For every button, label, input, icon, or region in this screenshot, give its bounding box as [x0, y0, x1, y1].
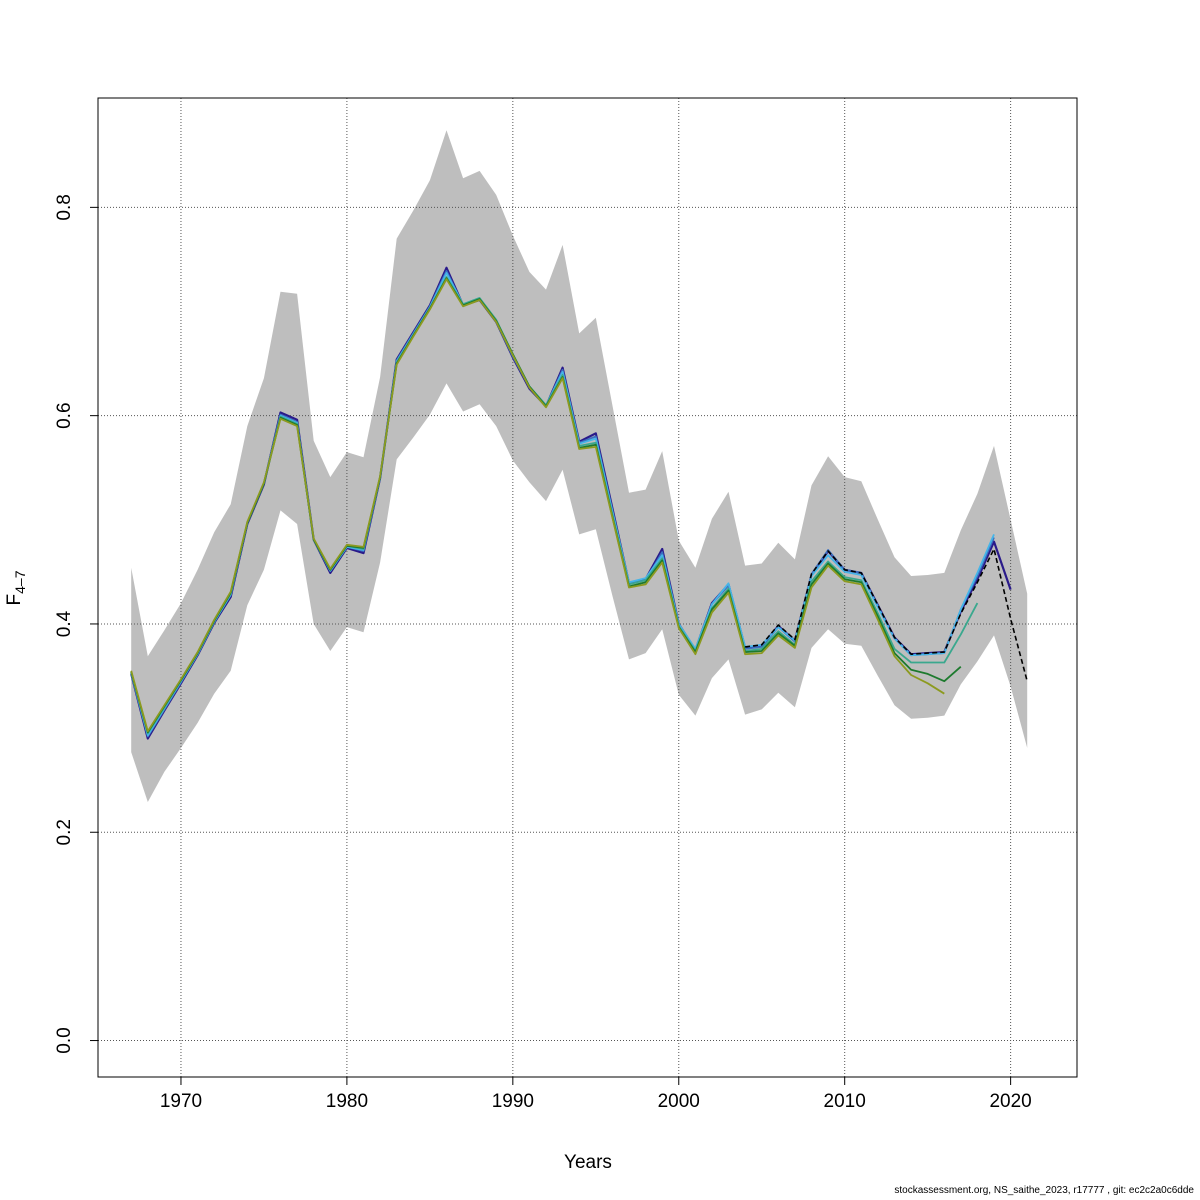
confidence-band-layer [131, 130, 1028, 803]
y-axis-title-subscript: 4–7 [12, 570, 28, 594]
plot-frame [97, 97, 1078, 1078]
y-axis-title: F4–7 [4, 570, 28, 605]
y-axis: 0.0 0.2 0.4 0.6 0.8 [54, 194, 98, 1054]
x-tick-label: 2010 [824, 1091, 866, 1112]
y-tick-label: 0.4 [54, 610, 75, 637]
x-tick-label: 2000 [658, 1091, 700, 1112]
footer-credit: stockassessment.org, NS_saithe_2023, r17… [894, 1185, 1194, 1196]
y-tick-label: 0.8 [54, 194, 75, 220]
series-line-6 [130, 278, 945, 733]
x-tick-label: 1980 [326, 1091, 368, 1112]
x-axis-title: Years [564, 1152, 612, 1173]
x-tick-label: 1970 [160, 1091, 202, 1112]
y-tick-label: 0.0 [54, 1027, 75, 1053]
series-layer [130, 266, 1028, 740]
y-axis-title-main: F [4, 594, 25, 606]
series-line-7 [744, 548, 1028, 682]
y-tick-label: 0.2 [54, 819, 75, 845]
x-axis: 1970 1980 1990 2000 2010 2020 [160, 1077, 1032, 1112]
y-tick-label: 0.6 [54, 402, 75, 428]
x-tick-label: 1990 [492, 1091, 534, 1112]
x-tick-label: 2020 [989, 1091, 1031, 1112]
confidence-band [131, 130, 1028, 803]
